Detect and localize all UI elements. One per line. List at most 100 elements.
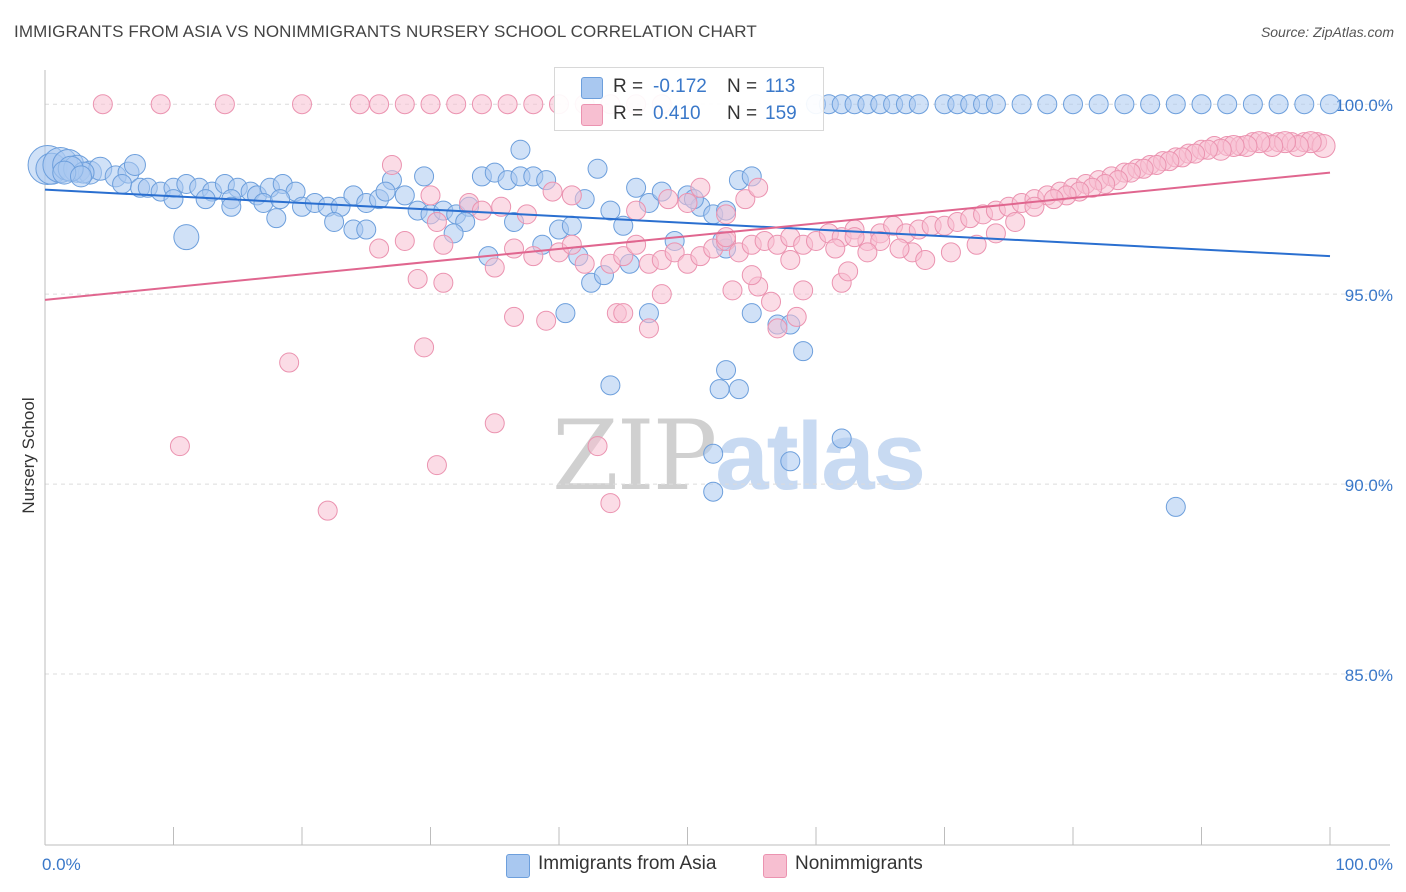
non-point (317, 500, 338, 521)
asia-point (1242, 94, 1263, 115)
non-point (214, 94, 235, 115)
asia-point (394, 185, 415, 206)
non-point (915, 249, 936, 270)
x-tick-label-min: 0.0% (42, 855, 81, 874)
non-point (471, 94, 492, 115)
asia-point (1165, 496, 1186, 517)
non-point (433, 234, 454, 255)
non-point (722, 280, 743, 301)
non-point (1005, 211, 1026, 232)
non-point (279, 352, 300, 373)
legend-row-non: R = 0.410 N = 159 (555, 100, 823, 128)
legend-r-label: R = (613, 76, 644, 97)
asia-point (266, 208, 287, 229)
non-point (966, 234, 987, 255)
y-tick-label: 95.0% (1345, 286, 1393, 305)
non-point (369, 238, 390, 259)
asia-point (908, 94, 929, 115)
series-label-asia: Immigrants from Asia (538, 853, 717, 874)
legend-n-label: N = (727, 76, 758, 97)
non-point (767, 318, 788, 339)
non-point (446, 94, 467, 115)
asia-point (69, 165, 92, 188)
non-point (780, 249, 801, 270)
non-point (761, 291, 782, 312)
asia-point (1140, 94, 1161, 115)
non-point (664, 242, 685, 263)
non-point (857, 242, 878, 263)
y-tick-label: 85.0% (1345, 666, 1393, 685)
legend-n-value-asia: 113 (765, 76, 796, 97)
non-point (394, 94, 415, 115)
chart-title: IMMIGRANTS FROM ASIA VS NONIMMIGRANTS NU… (14, 22, 757, 41)
non-point (471, 200, 492, 221)
non-point (613, 246, 634, 267)
non-point (426, 455, 447, 476)
non-point (484, 257, 505, 278)
legend-r-value-asia: -0.172 (653, 76, 707, 97)
asia-point (703, 481, 724, 502)
non-point (825, 238, 846, 259)
asia-point (1088, 94, 1109, 115)
non-point (651, 284, 672, 305)
non-point (716, 227, 737, 248)
y-axis-label: Nursery School (19, 397, 38, 513)
asia-point (780, 451, 801, 472)
non-point (420, 185, 441, 206)
non-point (600, 493, 621, 514)
non-point (504, 238, 525, 259)
non-point (491, 196, 512, 217)
non-point (735, 189, 756, 210)
asia-point (123, 153, 146, 176)
asia-point (561, 215, 582, 236)
watermark-atlas: atlas (715, 403, 926, 510)
asia-point (1114, 94, 1135, 115)
non-point (716, 204, 737, 225)
asia-point (985, 94, 1006, 115)
non-point (561, 185, 582, 206)
non-point (381, 154, 402, 175)
watermark-zip: ZIP (552, 400, 717, 512)
series-label-non: Nonimmigrants (795, 853, 923, 874)
asia-point (793, 341, 814, 362)
series-legend: Immigrants from Asia Nonimmigrants (0, 852, 1406, 878)
non-point (626, 200, 647, 221)
non-point (626, 234, 647, 255)
x-tick-label-max: 100.0% (1335, 855, 1393, 874)
asia-point (356, 219, 377, 240)
non-point (150, 94, 171, 115)
correlation-legend: R = -0.172 N = 113 R = 0.410 N = 159 (554, 67, 824, 131)
series-swatch-non (763, 854, 787, 878)
asia-point (270, 189, 291, 210)
asia-point (626, 177, 647, 198)
non-point (433, 272, 454, 293)
non-point (394, 230, 415, 251)
non-point (690, 177, 711, 198)
non-point (369, 94, 390, 115)
non-point (426, 211, 447, 232)
non-point (870, 230, 891, 251)
non-point (741, 265, 762, 286)
legend-swatch-asia (581, 77, 603, 99)
asia-point (1320, 94, 1340, 115)
legend-swatch-non (581, 104, 603, 126)
non-point (793, 280, 814, 301)
legend-r-label: R = (613, 103, 644, 124)
asia-point (1294, 94, 1315, 115)
source-attribution: Source: ZipAtlas.com (1260, 24, 1394, 40)
asia-point (1063, 94, 1083, 115)
asia-point (375, 181, 396, 202)
non-point (407, 268, 428, 289)
legend-r-value-non: 0.410 (653, 103, 701, 124)
non-point (677, 192, 698, 213)
asia-point (1037, 94, 1058, 115)
non-point (889, 238, 910, 259)
asia-trendline (44, 188, 1331, 258)
asia-point (1217, 94, 1238, 115)
non-point (1024, 196, 1045, 217)
asia-point (1191, 94, 1212, 115)
asia-point (613, 215, 634, 236)
non-point (497, 94, 518, 115)
legend-n-label: N = (727, 103, 758, 124)
